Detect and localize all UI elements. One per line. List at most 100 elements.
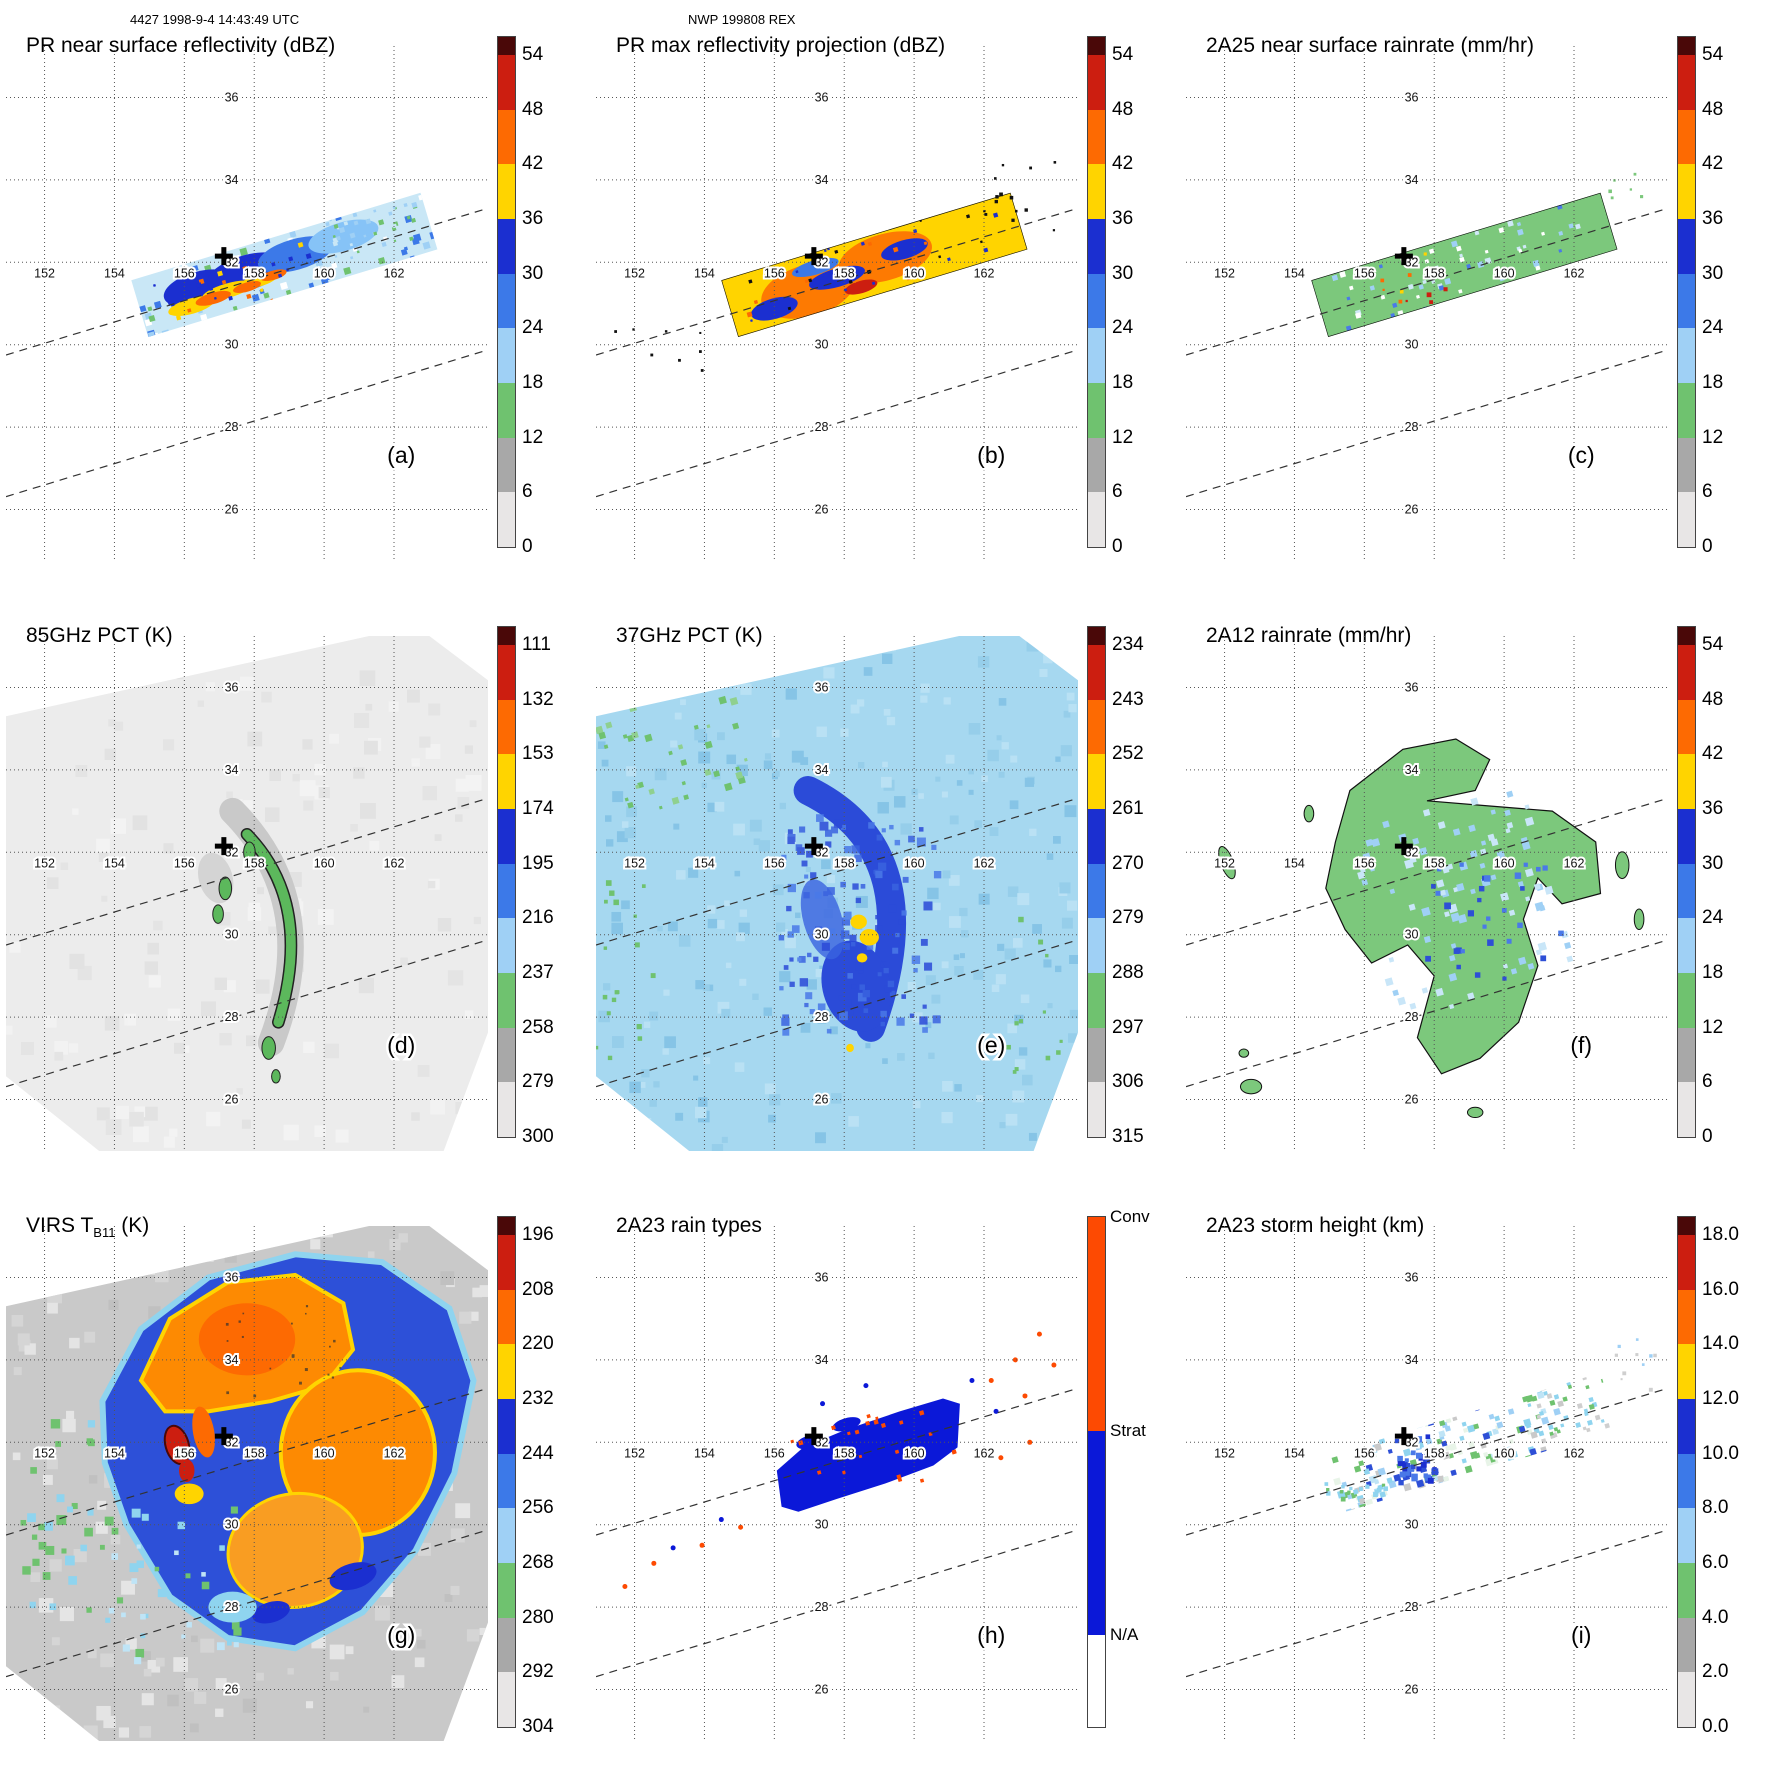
colorbar-segment	[1678, 972, 1695, 1028]
lon-label: 154	[1284, 266, 1305, 280]
colorbar-segment	[498, 1398, 515, 1454]
lon-label: 160	[904, 266, 925, 280]
colorbar-segment	[498, 164, 515, 219]
colorbar-tick-label: 54	[1702, 44, 1724, 65]
colorbar-segment	[1678, 1082, 1695, 1137]
lat-label: 28	[225, 420, 239, 434]
colorbar-segment	[1088, 273, 1105, 329]
lat-label: 36	[225, 681, 239, 695]
colorbar-tick-label: 4.0	[1702, 1606, 1729, 1628]
colorbar-segment	[498, 754, 515, 809]
colorbar-tick-label: 42	[522, 153, 544, 175]
colorbar-tick-label: 24	[1702, 317, 1724, 339]
colorbar-segment	[1088, 382, 1105, 438]
colorbar-segment	[498, 1235, 515, 1290]
colorbar-segment	[498, 1672, 515, 1727]
lat-label: 34	[225, 763, 239, 777]
colorbar-segment	[1678, 918, 1695, 973]
colorbar-tick-label: 42	[1702, 743, 1724, 765]
colorbar-tick-label: 252	[1112, 743, 1144, 765]
colorbar-segment	[1678, 1617, 1695, 1673]
colorbar-category-label: Strat	[1110, 1421, 1146, 1441]
colorbar-tick-label: 18	[522, 372, 544, 393]
lat-label: 26	[1405, 1093, 1419, 1107]
colorbar-tick-label: 54	[1702, 634, 1724, 655]
colorbar-segment	[1088, 218, 1105, 274]
colorbar-segment	[498, 1289, 515, 1345]
lon-label: 160	[314, 266, 335, 280]
colorbar-segment	[498, 972, 515, 1028]
colorbar-tick-label: 36	[1702, 208, 1724, 229]
colorbar-tick-label: 8.0	[1702, 1497, 1729, 1519]
lon-label: 152	[34, 1446, 55, 1460]
lon-label: 156	[174, 856, 195, 870]
lat-label: 28	[1405, 1600, 1419, 1614]
colorbar-tick-label: 0	[1112, 536, 1123, 557]
colorbar-segment	[1088, 109, 1105, 165]
colorbar-tick-label: 12.0	[1702, 1388, 1739, 1409]
colorbar-tick-label: 304	[522, 1716, 554, 1737]
colorbar-segment	[1678, 808, 1695, 864]
lon-label: 158	[244, 266, 265, 280]
panel-h-title: 2A23 rain types	[616, 1214, 762, 1237]
lat-label: 36	[225, 91, 239, 105]
colorbar-segment	[1088, 1027, 1105, 1083]
colorbar-segment	[1678, 109, 1695, 165]
colorbar-tick-label: 42	[1702, 153, 1724, 175]
storm-center-marker	[804, 247, 823, 266]
colorbar-tick-label: 256	[522, 1497, 554, 1519]
panel-d-colorbar	[497, 626, 516, 1138]
colorbar-segment	[498, 699, 515, 755]
colorbar-segment	[498, 808, 515, 864]
panel-g-colorbar	[497, 1216, 516, 1728]
colorbar-tick-label: 48	[1702, 98, 1724, 120]
panel-c-title: 2A25 near surface rainrate (mm/hr)	[1206, 34, 1534, 57]
colorbar-segment-conv	[1088, 1217, 1105, 1432]
colorbar-segment	[498, 1508, 515, 1563]
colorbar-tick-label: 2.0	[1702, 1661, 1729, 1683]
lat-label: 30	[815, 338, 829, 352]
lon-label: 154	[694, 1446, 715, 1460]
panel-a-title: PR near surface reflectivity (dBZ)	[26, 34, 336, 57]
colorbar-tick-label: 54	[522, 44, 544, 65]
colorbar-tick-label: 12	[1702, 1016, 1724, 1038]
colorbar-segment	[1678, 328, 1695, 383]
colorbar-segment	[1678, 382, 1695, 438]
colorbar-segment	[1088, 164, 1105, 219]
colorbar-tick-label: 258	[522, 1016, 554, 1038]
colorbar-tick-label: 279	[522, 1071, 554, 1093]
colorbar-tick-label: 6	[1702, 1071, 1713, 1093]
lat-label: 28	[815, 420, 829, 434]
colorbar-tick-label: 280	[522, 1606, 554, 1628]
overpass-timestamp: 4427 1998-9-4 14:43:49 UTC	[130, 12, 300, 27]
colorbar-tick-label: 24	[1702, 907, 1724, 929]
colorbar-segment	[1678, 1508, 1695, 1563]
colorbar-tick-label: 237	[522, 962, 554, 983]
colorbar-tick-label: 0	[1702, 536, 1713, 557]
panel-c: 2A25 near surface rainrate (mm/hr) 152 154…	[1180, 6, 1770, 591]
colorbar-tick-label: 36	[1112, 208, 1134, 229]
colorbar-segment	[498, 1562, 515, 1618]
panel-e-title: 37GHz PCT (K)	[616, 624, 763, 647]
colorbar-tick-label: 0.0	[1702, 1716, 1729, 1737]
storm-center-marker	[1394, 837, 1413, 856]
lon-label: 156	[1354, 1446, 1375, 1460]
colorbar-tick-label: 132	[522, 688, 554, 710]
lat-label: 28	[815, 1600, 829, 1614]
lon-label: 160	[904, 1446, 925, 1460]
colorbar-segment	[1088, 328, 1105, 383]
lat-label: 30	[225, 928, 239, 942]
colorbar-segment	[498, 1027, 515, 1083]
colorbar-tick-label: 24	[1112, 317, 1134, 339]
colorbar-segment	[498, 55, 515, 110]
panel-letter: (h)	[977, 1622, 1005, 1648]
colorbar-segment-na	[1088, 1635, 1105, 1727]
grid-lines	[1186, 636, 1668, 1151]
colorbar-segment	[1088, 754, 1105, 809]
panel-letter: (g)	[387, 1622, 415, 1648]
panel-letter: (d)	[387, 1032, 415, 1058]
colorbar-cap	[498, 1217, 515, 1235]
lon-label: 152	[34, 856, 55, 870]
lat-label: 26	[1405, 1683, 1419, 1697]
